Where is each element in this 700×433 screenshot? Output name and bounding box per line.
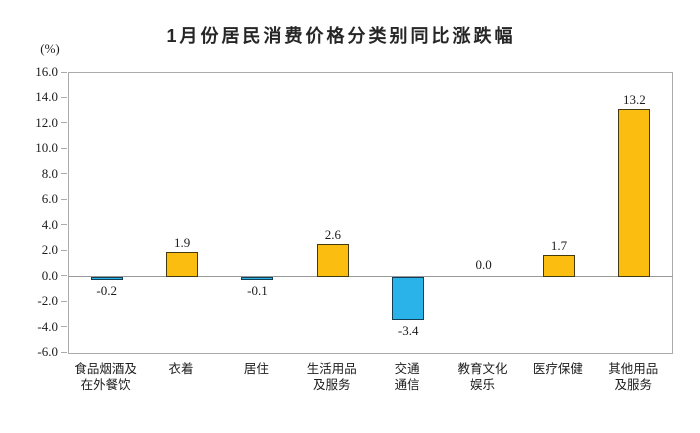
x-axis-category-label: 居住	[243, 362, 269, 376]
bar-value-label: 0.0	[475, 256, 492, 272]
bar-value-label: 2.6	[324, 226, 341, 242]
y-axis-tick-mark	[61, 147, 67, 149]
x-axis-category-label: 其他用品 及服务	[608, 362, 659, 392]
y-axis-tick-mark	[61, 224, 67, 226]
y-axis-tick-label: 10.0	[35, 140, 58, 156]
bar	[241, 276, 274, 280]
y-axis-tick-mark	[61, 351, 67, 353]
x-axis-category-label: 医疗保健	[532, 362, 583, 376]
bar-value-label: -3.4	[397, 322, 419, 338]
bar-value-label: 1.7	[550, 238, 568, 253]
y-axis-tick-label: 8.0	[41, 165, 58, 181]
y-axis-tick-label: 12.0	[35, 114, 58, 130]
x-axis-category-label: 教育文化 娱乐	[457, 362, 508, 392]
y-axis-tick-label: -4.0	[37, 318, 58, 334]
y-axis-tick-label: 14.0	[35, 89, 58, 105]
zero-axis-line	[68, 276, 673, 278]
bar	[392, 276, 425, 320]
bar	[90, 276, 123, 280]
y-axis-tick-mark	[61, 122, 67, 124]
y-axis-tick-label: 0.0	[41, 267, 58, 283]
y-axis-tick-label: 6.0	[41, 191, 58, 207]
y-axis-tick-mark	[61, 326, 67, 328]
y-axis-unit-label: (%)	[40, 41, 60, 56]
bar-value-label: -0.2	[96, 282, 117, 298]
bar	[166, 252, 199, 277]
y-axis-tick-mark	[61, 275, 67, 277]
y-axis-tick-mark	[61, 96, 67, 98]
x-axis-category-label: 食品烟酒及 在外餐饮	[74, 362, 137, 392]
bar-value-label: 13.2	[622, 91, 646, 107]
bar-value-label: -0.1	[247, 282, 268, 298]
bar	[316, 243, 349, 277]
y-axis-tick-label: -2.0	[37, 293, 58, 309]
chart-title: 1月份居民消费价格分类别同比涨跌幅	[166, 26, 516, 46]
plot-area: -0.2 1.9 -0.1 2.6 -3.4 0.0 1.7 13.2	[61, 71, 673, 354]
y-axis-tick-mark	[61, 71, 67, 73]
y-axis-tick-label: 4.0	[41, 216, 58, 232]
x-axis-category-label: 交通 通信	[394, 362, 420, 392]
y-axis-tick-mark	[61, 198, 67, 200]
bar	[618, 108, 651, 277]
y-axis-tick-label: 2.0	[41, 242, 58, 258]
y-axis-tick-mark	[61, 173, 67, 175]
x-axis-category-label: 生活用品 及服务	[306, 362, 357, 392]
bar	[542, 255, 575, 277]
y-axis-tick-label: -6.0	[37, 344, 58, 359]
bar-value-label: 1.9	[173, 235, 191, 251]
y-axis-tick-label: 16.0	[35, 64, 58, 79]
y-axis-tick-mark	[61, 249, 67, 251]
y-axis-tick-mark	[61, 300, 67, 302]
x-axis-category-label: 衣着	[168, 362, 194, 376]
